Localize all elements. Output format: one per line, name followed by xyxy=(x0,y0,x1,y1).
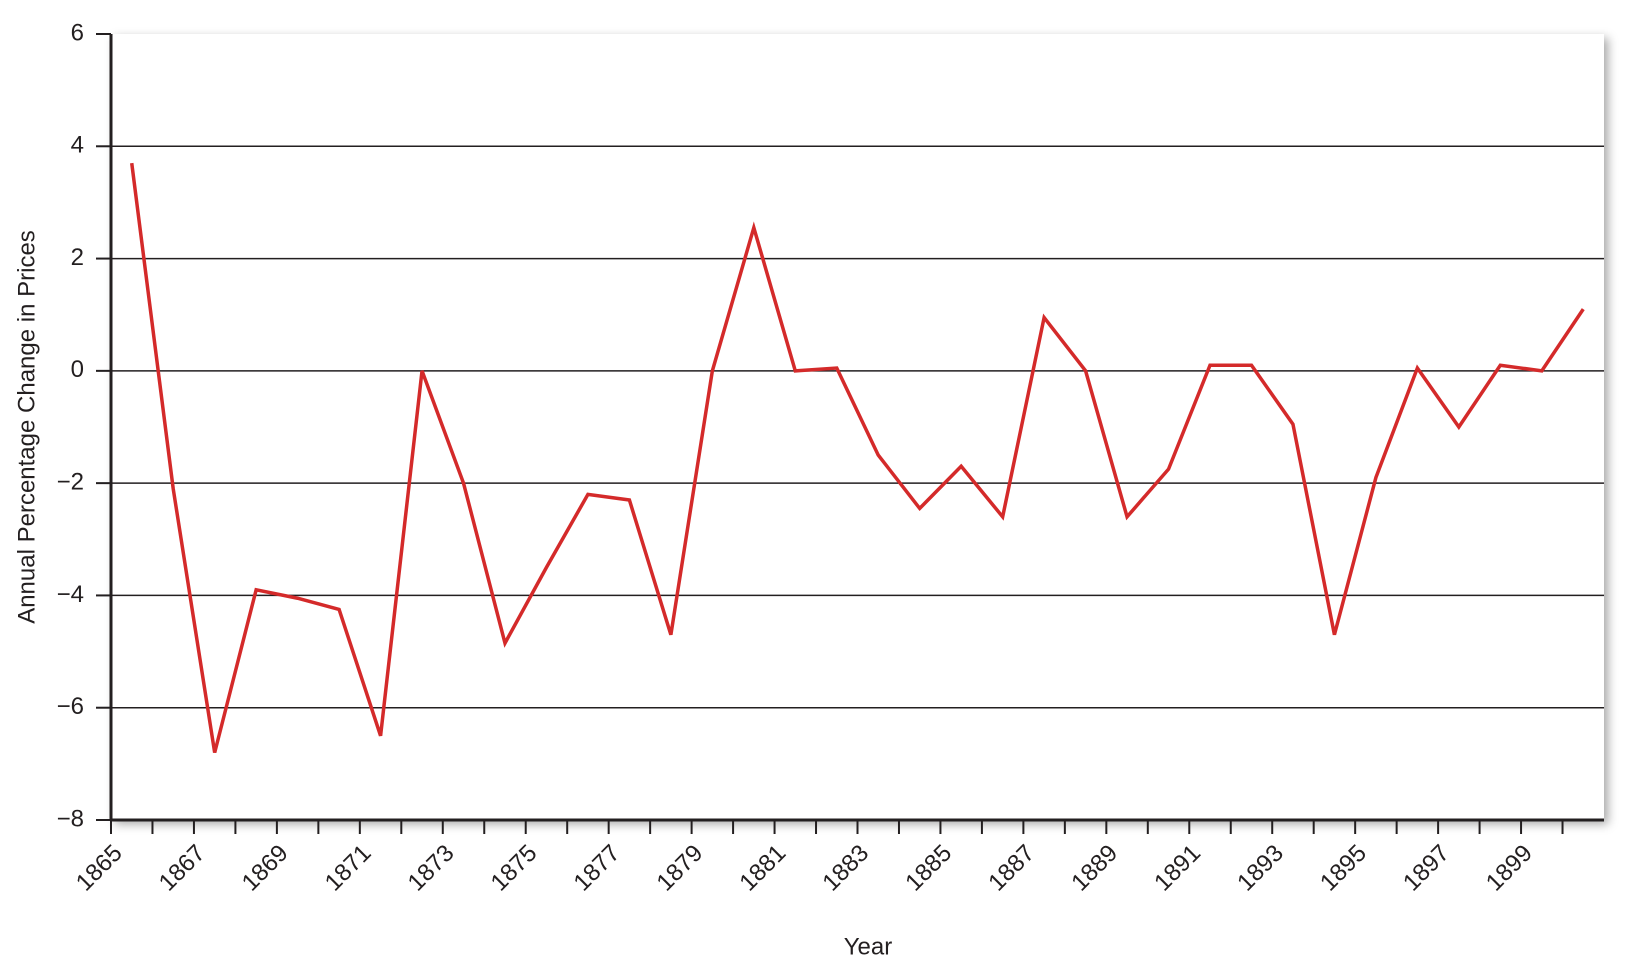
x-tick-label: 1883 xyxy=(817,840,874,897)
y-axis-title: Annual Percentage Change in Prices xyxy=(13,230,40,624)
x-tick-label: 1865 xyxy=(71,840,128,897)
y-tick-label: −2 xyxy=(57,468,84,495)
x-tick-label: 1881 xyxy=(734,840,791,897)
x-tick-label: 1889 xyxy=(1066,840,1123,897)
x-axis-title: Year xyxy=(844,933,893,960)
y-tick-label: 0 xyxy=(71,356,84,383)
x-tick-label: 1893 xyxy=(1232,840,1289,897)
x-tick-label: 1875 xyxy=(486,840,543,897)
x-tick-label: 1895 xyxy=(1315,840,1372,897)
x-tick-label: 1867 xyxy=(154,840,211,897)
plot-area xyxy=(111,34,1604,820)
x-tick-label: 1877 xyxy=(569,840,626,897)
x-tick-label: 1891 xyxy=(1149,840,1206,897)
y-tick-label: −6 xyxy=(57,693,84,720)
y-tick-label: −8 xyxy=(57,805,84,832)
x-tick-label: 1899 xyxy=(1481,840,1538,897)
data-line xyxy=(130,162,1585,754)
y-tick-label: 4 xyxy=(71,132,84,159)
x-tick-label: 1897 xyxy=(1398,840,1455,897)
y-tick-label: −4 xyxy=(57,581,84,608)
x-tick-label: 1873 xyxy=(403,840,460,897)
y-tick-label: 6 xyxy=(71,19,84,46)
x-tick-label: 1879 xyxy=(651,840,708,897)
y-tick-label: 2 xyxy=(71,244,84,271)
x-tick-label: 1887 xyxy=(983,840,1040,897)
x-tick-label: 1885 xyxy=(900,840,957,897)
x-tick-label: 1869 xyxy=(237,840,294,897)
x-tick-label: 1871 xyxy=(320,840,377,897)
